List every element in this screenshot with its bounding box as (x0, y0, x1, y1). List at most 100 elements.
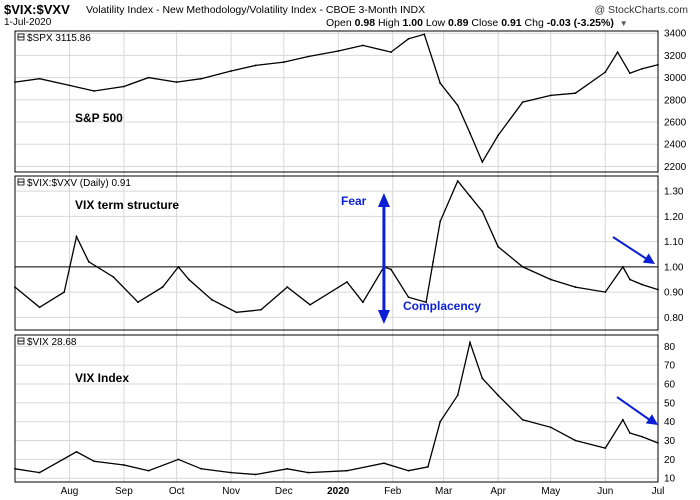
data-point (307, 55, 310, 58)
data-point (439, 220, 442, 223)
data-point (439, 82, 442, 85)
data-point (604, 71, 607, 73)
data-point (574, 439, 577, 442)
y-axis-tick-label: 2200 (664, 162, 687, 173)
x-axis-tick-label: Feb (384, 486, 402, 497)
data-point (14, 286, 16, 288)
data-point (286, 286, 289, 288)
ohlc-readout: Open 0.98 High 1.00 Low 0.89 Close 0.91 … (326, 17, 628, 29)
complacency-arrowhead (377, 310, 390, 324)
data-point (14, 467, 16, 470)
y-axis-tick-label: 3400 (664, 29, 687, 40)
data-point (361, 301, 364, 304)
panel-title: VIX Index (75, 371, 129, 385)
x-axis-tick-label: Jul (652, 486, 665, 497)
data-point (38, 306, 41, 309)
vix-trend-arrow-head (645, 414, 658, 425)
low-value: 0.89 (448, 17, 469, 29)
y-axis-tick-label: 60 (664, 380, 676, 391)
x-axis-tick-label: 2020 (327, 486, 350, 497)
x-axis-tick-label: Apr (490, 486, 506, 497)
y-axis-tick-label: 2600 (664, 118, 687, 129)
y-axis-tick-label: 1.20 (664, 212, 684, 223)
y-axis-tick-label: 3200 (664, 51, 687, 62)
data-point (549, 278, 552, 281)
data-point (621, 418, 624, 421)
panel-legend (17, 33, 25, 41)
data-point (497, 245, 500, 248)
data-point (383, 462, 385, 465)
data-point (521, 418, 524, 421)
panel-title: VIX term structure (75, 198, 179, 212)
data-point (628, 432, 631, 434)
open-label: Open (326, 17, 352, 29)
y-axis-tick-label: 1.00 (664, 262, 684, 273)
data-point (390, 268, 392, 271)
data-point (657, 63, 659, 66)
data-point (230, 70, 232, 72)
term-structure-trend-arrow-shaft (612, 236, 650, 262)
data-point (423, 33, 426, 36)
y-axis-tick-label: 2800 (664, 95, 687, 106)
data-point (346, 469, 348, 472)
low-label: Low (425, 17, 446, 29)
y-axis-tick-label: 50 (664, 398, 676, 409)
instrument-name: Volatility Index - New Methodology/Volat… (86, 4, 425, 16)
data-point (147, 469, 150, 472)
y-axis-tick-label: 0.80 (664, 313, 684, 324)
data-point (574, 92, 577, 95)
data-point (175, 81, 178, 83)
data-point (361, 44, 364, 47)
data-point (38, 471, 41, 474)
y-axis-tick-label: 40 (664, 417, 676, 428)
data-point (260, 308, 262, 311)
data-point (309, 303, 312, 306)
data-point (177, 265, 180, 268)
data-point (481, 161, 484, 163)
data-point (137, 301, 139, 304)
data-point (574, 286, 577, 288)
data-point (177, 458, 180, 461)
data-point (235, 311, 238, 314)
fear-arrowhead (377, 193, 390, 207)
series-line (14, 33, 659, 164)
data-point (38, 77, 41, 80)
data-point (604, 291, 607, 294)
data-point (346, 281, 348, 283)
data-point (147, 76, 150, 79)
data-point (604, 447, 607, 449)
chg-value: -0.03 (-3.25%) (546, 17, 614, 29)
x-axis-tick-label: Jun (597, 486, 613, 497)
data-point (390, 51, 392, 53)
term-structure-trend-arrow-head (642, 253, 655, 264)
data-point (621, 265, 624, 268)
chart-header: $VIX:$VXV Volatility Index - New Methodo… (0, 0, 700, 30)
data-point (641, 435, 644, 438)
site-credit: @ StockCharts.com (594, 4, 688, 16)
data-point (469, 132, 471, 135)
data-point (87, 260, 90, 263)
data-point (254, 64, 257, 67)
y-axis-tick-label: 20 (664, 455, 676, 466)
dropdown-caret-icon[interactable]: ▼ (619, 19, 628, 28)
panel-frame (14, 30, 659, 173)
data-point (497, 394, 500, 397)
vix-trend-arrow-shaft (616, 396, 653, 423)
data-point (481, 377, 484, 380)
x-axis-tick-label: Aug (61, 486, 79, 497)
close-value: 0.91 (501, 17, 522, 29)
data-point (337, 50, 340, 52)
panel-title: S&P 500 (75, 111, 123, 125)
data-point (282, 61, 285, 63)
x-axis-tick-label: Sep (115, 486, 133, 497)
quote-date: 1-Jul-2020 (4, 17, 52, 28)
complacency-label: Complacency (403, 299, 481, 313)
instrument-title: Volatility Index - New Methodology/Volat… (86, 4, 398, 16)
y-axis-tick-label: 10 (664, 474, 676, 485)
data-point (93, 90, 95, 92)
data-point (63, 291, 66, 294)
data-point (549, 94, 552, 97)
data-point (657, 288, 659, 291)
data-point (641, 283, 644, 286)
panel-frame (14, 175, 659, 331)
